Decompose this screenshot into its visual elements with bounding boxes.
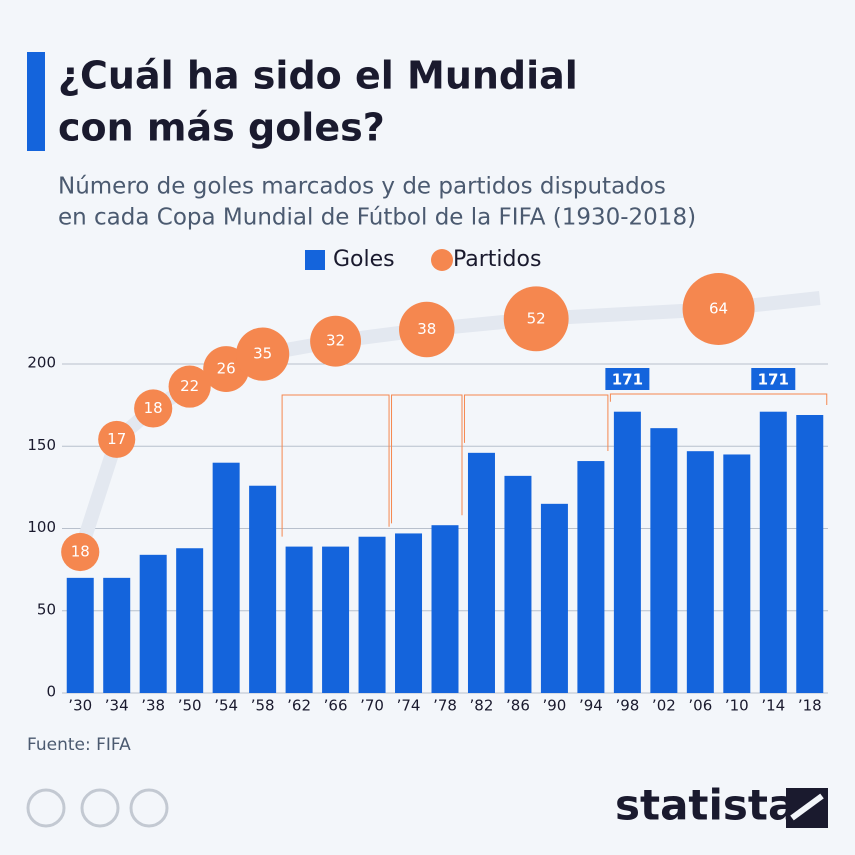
- x-tick-label: ’86: [506, 697, 530, 715]
- x-tick-label: ’66: [324, 697, 348, 715]
- bubble-label: 18: [144, 399, 163, 417]
- bar: [796, 414, 824, 693]
- x-tick-label: ’54: [214, 697, 238, 715]
- bar: [431, 525, 459, 693]
- bubble-label: 26: [217, 360, 236, 378]
- bar: [504, 475, 532, 693]
- bar: [285, 546, 313, 693]
- chart-subtitle: en cada Copa Mundial de Fútbol de la FIF…: [58, 205, 696, 231]
- x-tick-label: ’78: [433, 697, 457, 715]
- group-bracket: [463, 394, 609, 452]
- bar: [395, 533, 423, 693]
- y-tick-label: 100: [27, 518, 56, 536]
- x-tick-label: ’38: [141, 697, 165, 715]
- bar: [103, 577, 131, 693]
- bar: [467, 452, 495, 693]
- x-tick-label: ’06: [688, 697, 712, 715]
- bubble: [310, 315, 362, 367]
- bubble: [235, 327, 290, 381]
- bar: [613, 411, 641, 693]
- legend-label: Partidos: [453, 247, 541, 272]
- bubble-label: 22: [180, 377, 199, 395]
- title-accent: [27, 52, 45, 151]
- x-tick-label: ’82: [470, 697, 494, 715]
- chart-title: ¿Cuál ha sido el Mundial: [58, 54, 578, 98]
- bubble-label: 32: [326, 332, 345, 350]
- x-tick-label: ’70: [360, 697, 384, 715]
- bar: [322, 546, 350, 693]
- bar: [212, 462, 240, 693]
- group-bracket: [281, 394, 390, 537]
- bar: [358, 536, 386, 693]
- bubble: [61, 532, 100, 572]
- bar: [66, 577, 94, 693]
- x-tick-label: ’34: [105, 697, 129, 715]
- license-icons: [26, 788, 169, 828]
- bar: [577, 461, 605, 693]
- group-bracket: [391, 394, 463, 524]
- bubble: [134, 389, 173, 428]
- bubble-label: 35: [253, 345, 272, 363]
- x-tick-label: ’02: [652, 697, 676, 715]
- x-tick-label: ’18: [798, 697, 822, 715]
- value-label-box: [751, 368, 796, 390]
- bubble-label: 17: [107, 430, 126, 448]
- legend-label: Goles: [333, 247, 395, 272]
- bubble: [168, 365, 211, 408]
- legend-swatch: [431, 249, 453, 271]
- x-tick-label: ’94: [579, 697, 603, 715]
- bubble: [503, 286, 569, 352]
- y-tick-label: 200: [27, 354, 56, 372]
- bar: [723, 454, 751, 693]
- legend-swatch: [305, 250, 325, 270]
- x-tick-label: ’30: [68, 697, 92, 715]
- x-tick-label: ’58: [251, 697, 275, 715]
- bar: [650, 428, 678, 693]
- bubble-label: 64: [709, 300, 728, 318]
- x-tick-label: ’10: [725, 697, 749, 715]
- x-tick-label: ’50: [178, 697, 202, 715]
- brand-logo-mark: [790, 793, 824, 821]
- bubble-label: 18: [71, 543, 90, 561]
- bar: [686, 451, 714, 693]
- source: Fuente: FIFA: [27, 735, 131, 755]
- x-tick-label: ’14: [761, 697, 785, 715]
- chart-title: con más goles?: [58, 106, 385, 150]
- brand: statista: [615, 781, 796, 830]
- bubble-label: 52: [527, 309, 546, 327]
- bubble: [98, 420, 136, 458]
- bar: [139, 554, 167, 693]
- y-tick-label: 50: [37, 600, 56, 618]
- x-tick-label: ’74: [397, 697, 421, 715]
- bubble-label: 38: [417, 320, 436, 338]
- bar: [540, 503, 568, 693]
- x-tick-label: ’62: [287, 697, 311, 715]
- y-tick-label: 150: [27, 436, 56, 454]
- bar: [249, 485, 277, 693]
- value-label-box: [605, 368, 650, 390]
- bubble: [399, 301, 455, 358]
- y-tick-label: 0: [46, 683, 56, 701]
- value-label: 171: [612, 371, 643, 389]
- chart-subtitle: Número de goles marcados y de partidos d…: [58, 174, 666, 200]
- bar: [176, 548, 204, 693]
- bubble: [682, 273, 755, 345]
- x-tick-label: ’90: [542, 697, 566, 715]
- group-bracket: [609, 393, 828, 405]
- bar: [759, 411, 787, 693]
- value-label: 171: [758, 371, 789, 389]
- x-tick-label: ’98: [615, 697, 639, 715]
